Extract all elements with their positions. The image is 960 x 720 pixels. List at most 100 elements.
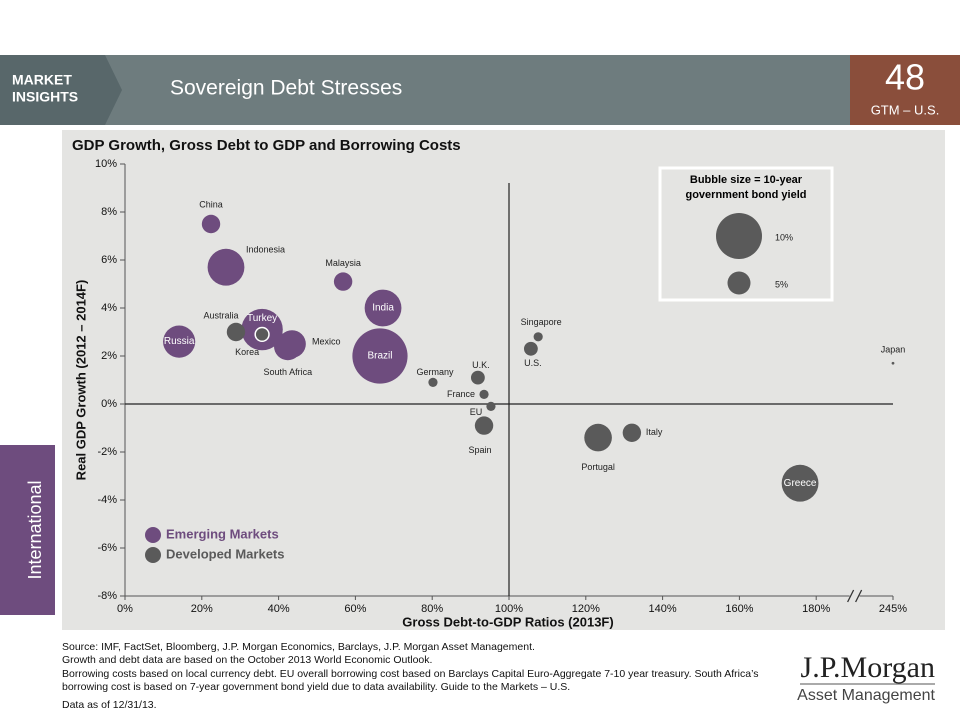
bubble [207, 248, 245, 286]
bubble [584, 423, 612, 452]
bubble-label: Brazil [367, 351, 392, 362]
chart-title: GDP Growth, Gross Debt to GDP and Borrow… [72, 137, 461, 154]
x-axis-title: Gross Debt-to-GDP Ratios (2013F) [402, 614, 613, 629]
x-tick-label: 120% [572, 603, 600, 615]
bubble-label: South Africa [264, 367, 313, 377]
bubble [781, 464, 819, 502]
x-tick-label: 60% [344, 603, 366, 615]
footer: Source: IMF, FactSet, Bloomberg, J.P. Mo… [62, 641, 758, 711]
legend-label: Emerging Markets [166, 526, 279, 541]
bubble [486, 401, 496, 411]
source: Borrowing costs based on local currency … [62, 668, 758, 680]
brand: INSIGHTS [12, 89, 78, 105]
as-of: Data as of 12/31/13. [62, 699, 157, 711]
bubble-label: Malaysia [325, 258, 361, 268]
size-legend-box [658, 166, 834, 302]
bubble [533, 332, 543, 342]
bubble-label: U.S. [524, 358, 542, 368]
bubble [364, 289, 402, 327]
x-tick-label: 245% [879, 603, 907, 615]
size-legend-label: 10% [775, 232, 793, 242]
bubble-label: Germany [416, 367, 454, 377]
bubble-label: Italy [646, 427, 663, 437]
bubble [479, 389, 489, 399]
bubble [254, 326, 270, 343]
size-legend-title: Bubble size = 10-year [690, 174, 803, 186]
bubble [474, 416, 494, 435]
axis-break-gap [849, 593, 860, 599]
y-tick-label: 4% [101, 302, 117, 314]
bubble-label: Japan [881, 345, 906, 355]
y-tick-label: 0% [101, 398, 117, 410]
bubble-label: Greece [784, 478, 817, 489]
size-legend-bubble [727, 271, 751, 295]
x-tick-label: 80% [421, 603, 443, 615]
bubble [333, 272, 353, 291]
bubble [226, 322, 246, 342]
logo-sub: Asset Management [797, 687, 935, 704]
y-tick-label: 10% [95, 158, 117, 170]
size-legend-title: government bond yield [685, 189, 806, 201]
x-tick-label: 0% [117, 603, 133, 615]
source: borrowing cost is based on 7-year govern… [62, 681, 570, 693]
y-tick-label: -2% [97, 446, 117, 458]
source: Source: IMF, FactSet, Bloomberg, J.P. Mo… [62, 641, 535, 653]
bubble [622, 423, 642, 442]
y-tick-label: -8% [97, 590, 117, 602]
y-tick-label: -4% [97, 494, 117, 506]
bubble-label: Australia [203, 310, 238, 320]
brand: MARKET [12, 72, 72, 88]
bubble [523, 341, 538, 356]
legend-label: Developed Markets [166, 546, 285, 561]
bubble-label: Russia [164, 336, 195, 347]
axis-break [847, 589, 855, 603]
header-band [0, 55, 960, 125]
x-tick-label: 40% [268, 603, 290, 615]
y-tick-label: 8% [101, 206, 117, 218]
bubble-label: China [199, 199, 223, 209]
bubble-label: Mexico [312, 336, 341, 346]
bubble-label: Korea [235, 347, 259, 357]
y-tick-label: 6% [101, 254, 117, 266]
size-legend-bubble [716, 213, 762, 259]
bubble [352, 328, 408, 384]
bubble [163, 325, 196, 358]
x-tick-label: 20% [191, 603, 213, 615]
bubble-label: Singapore [521, 317, 562, 327]
bubble-label: France [447, 389, 475, 399]
page-number: 48 [885, 57, 925, 98]
bubble-label: U.K. [472, 360, 490, 370]
axis-break [855, 589, 863, 603]
x-tick-label: 180% [802, 603, 830, 615]
page-label: GTM – U.S. [871, 102, 940, 117]
bubble-label: Spain [469, 445, 492, 455]
chart-panel [62, 130, 945, 630]
size-legend-label: 5% [775, 279, 788, 289]
x-tick-label: 100% [495, 603, 523, 615]
y-tick-label: 2% [101, 350, 117, 362]
logo: J.P.Morgan [801, 651, 935, 684]
bubble [470, 370, 485, 385]
page-box [850, 55, 960, 125]
bubble [891, 361, 895, 365]
bubble-label: Turkey [247, 313, 277, 324]
y-tick-label: -6% [97, 542, 117, 554]
side-tab [0, 445, 55, 615]
bubble [428, 377, 438, 387]
bubble-label: EU [470, 407, 483, 417]
x-tick-label: 160% [725, 603, 753, 615]
bubble-label: Portugal [581, 462, 615, 472]
source: Growth and debt data are based on the Oc… [62, 654, 432, 666]
side-tab-label: International [25, 480, 45, 579]
bubble [201, 214, 221, 234]
y-axis-title: Real GDP Growth (2012 – 2014F) [73, 280, 88, 481]
header-title: Sovereign Debt Stresses [170, 77, 402, 100]
brand-block [0, 55, 122, 125]
legend-swatch [145, 527, 161, 543]
bubble-label: India [372, 303, 394, 314]
x-tick-label: 140% [649, 603, 677, 615]
bubble-label: Indonesia [246, 245, 285, 255]
legend-swatch [145, 547, 161, 563]
